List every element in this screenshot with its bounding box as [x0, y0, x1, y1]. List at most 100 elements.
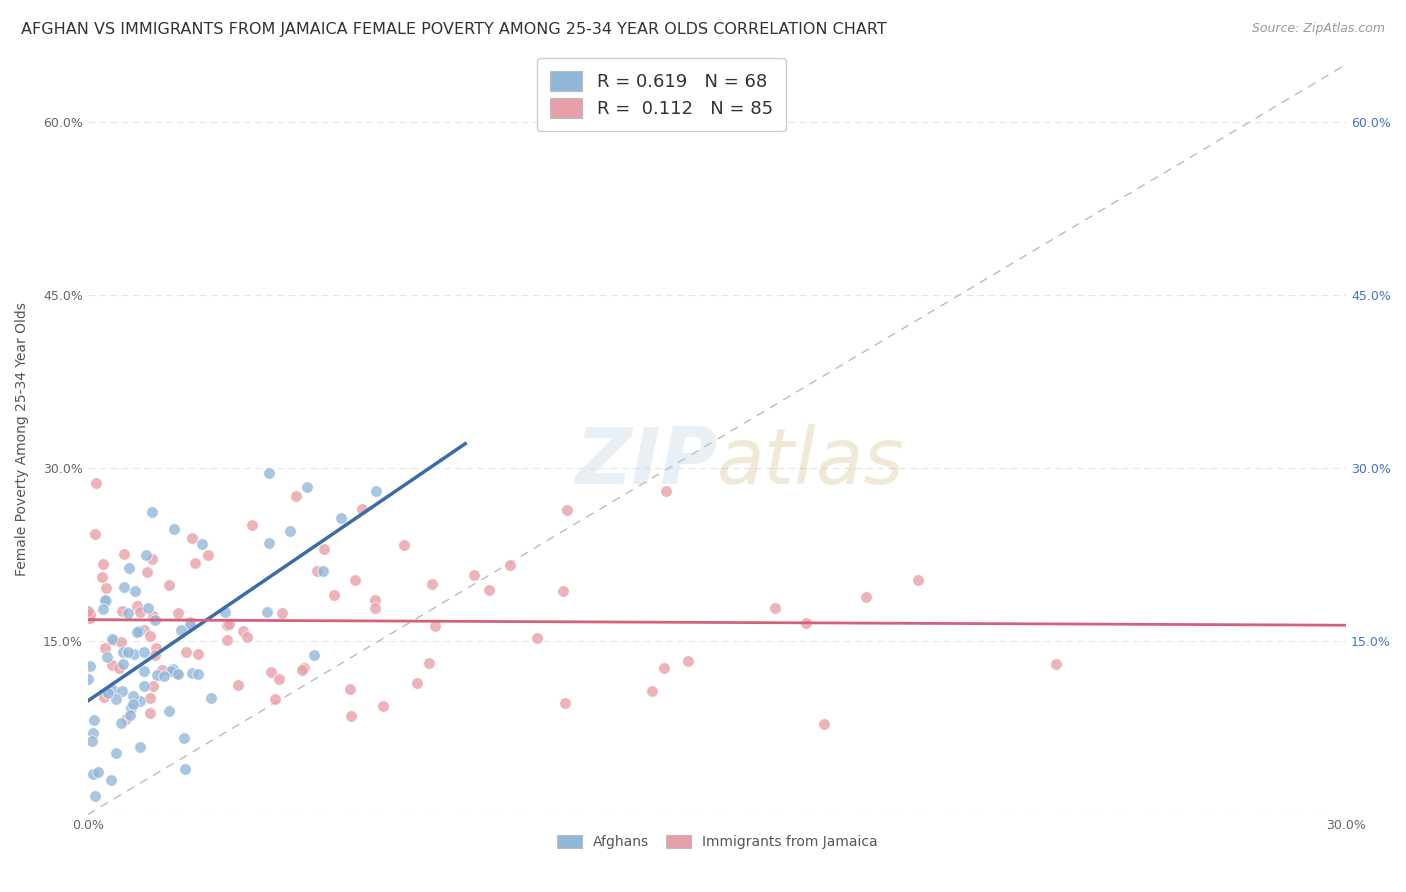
Point: [97, 686, 120, 700]
Point: [291, 663, 314, 677]
Point: [134, 623, 156, 637]
Point: [314, 542, 336, 557]
Point: [257, 466, 280, 480]
Point: [215, 633, 238, 648]
Point: [179, 615, 201, 630]
Point: [122, 698, 145, 712]
Point: [406, 675, 429, 690]
Point: [640, 684, 662, 698]
Point: [152, 664, 174, 678]
Point: [103, 682, 125, 697]
Point: [551, 583, 574, 598]
Point: [295, 480, 318, 494]
Point: [117, 645, 139, 659]
Point: [813, 717, 835, 731]
Point: [132, 645, 155, 659]
Point: [132, 679, 155, 693]
Point: [311, 565, 333, 579]
Point: [292, 660, 315, 674]
Point: [117, 607, 139, 621]
Point: [256, 605, 278, 619]
Point: [264, 692, 287, 706]
Point: [145, 613, 167, 627]
Point: [499, 558, 522, 573]
Point: [100, 772, 122, 787]
Point: [111, 605, 134, 619]
Point: [794, 616, 817, 631]
Point: [165, 665, 187, 680]
Point: [83, 713, 105, 727]
Text: Source: ZipAtlas.com: Source: ZipAtlas.com: [1251, 22, 1385, 36]
Point: [76, 673, 98, 687]
Point: [135, 565, 157, 579]
Point: [101, 632, 124, 646]
Point: [170, 623, 193, 637]
Point: [269, 672, 291, 686]
Point: [157, 578, 180, 592]
Point: [240, 518, 263, 533]
Point: [122, 647, 145, 661]
Point: [143, 648, 166, 662]
Point: [907, 574, 929, 588]
Point: [236, 630, 259, 644]
Point: [364, 593, 387, 607]
Point: [135, 548, 157, 562]
Point: [339, 682, 361, 697]
Point: [371, 699, 394, 714]
Point: [142, 679, 165, 693]
Point: [278, 524, 301, 539]
Point: [554, 696, 576, 710]
Point: [142, 609, 165, 624]
Point: [112, 580, 135, 594]
Point: [302, 648, 325, 663]
Point: [129, 694, 152, 708]
Point: [128, 624, 150, 639]
Point: [1045, 657, 1067, 672]
Point: [214, 605, 236, 619]
Point: [191, 537, 214, 551]
Point: [228, 678, 250, 692]
Point: [463, 568, 485, 582]
Y-axis label: Female Poverty Among 25-34 Year Olds: Female Poverty Among 25-34 Year Olds: [15, 302, 30, 576]
Point: [343, 573, 366, 587]
Point: [91, 558, 114, 572]
Point: [179, 617, 201, 632]
Point: [125, 599, 148, 614]
Point: [339, 709, 361, 723]
Legend: R = 0.619   N = 68, R =  0.112   N = 85: R = 0.619 N = 68, R = 0.112 N = 85: [537, 58, 786, 130]
Point: [136, 601, 159, 615]
Point: [145, 640, 167, 655]
Point: [329, 511, 352, 525]
Point: [94, 594, 117, 608]
Point: [181, 666, 204, 681]
Point: [187, 667, 209, 681]
Point: [166, 667, 188, 681]
Point: [105, 691, 128, 706]
Point: [678, 654, 700, 668]
Point: [423, 619, 446, 633]
Text: ZIP: ZIP: [575, 424, 717, 500]
Point: [187, 648, 209, 662]
Point: [394, 538, 416, 552]
Point: [79, 659, 101, 673]
Point: [173, 731, 195, 746]
Point: [79, 607, 101, 622]
Point: [218, 616, 240, 631]
Point: [110, 716, 132, 731]
Point: [257, 536, 280, 550]
Point: [120, 700, 142, 714]
Point: [139, 629, 162, 643]
Point: [111, 684, 134, 698]
Point: [112, 547, 135, 561]
Point: [146, 668, 169, 682]
Point: [94, 581, 117, 595]
Point: [652, 661, 675, 675]
Text: AFGHAN VS IMMIGRANTS FROM JAMAICA FEMALE POVERTY AMONG 25-34 YEAR OLDS CORRELATI: AFGHAN VS IMMIGRANTS FROM JAMAICA FEMALE…: [21, 22, 887, 37]
Point: [141, 552, 163, 566]
Point: [84, 475, 107, 490]
Point: [163, 522, 186, 536]
Point: [260, 665, 283, 679]
Point: [79, 611, 101, 625]
Text: atlas: atlas: [717, 424, 905, 500]
Point: [90, 570, 112, 584]
